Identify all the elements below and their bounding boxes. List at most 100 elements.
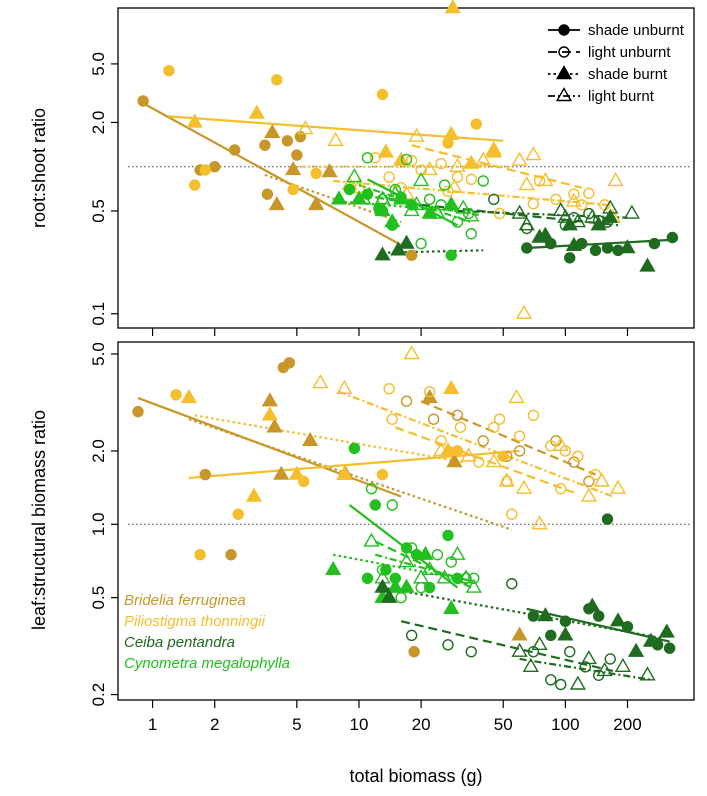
x-tick-label: 100 <box>551 715 579 734</box>
data-point-piliostigma-light-unburnt <box>555 482 567 495</box>
data-point-ceiba-shade-burnt <box>537 607 554 622</box>
data-point-ceiba-shade-burnt <box>374 578 391 593</box>
data-point-ceiba-shade-burnt <box>537 226 554 241</box>
data-point-piliostigma-light-burnt <box>312 374 329 389</box>
data-point-bridelia-shade-burnt <box>261 392 278 407</box>
data-point-cynometra-light-unburnt <box>431 549 444 561</box>
data-point-cynometra-light-burnt <box>412 172 430 187</box>
panel-bottom-y-tick-label: 2.0 <box>89 439 108 463</box>
data-point-bridelia-shade-burnt <box>446 453 463 468</box>
data-point-piliostigma-shade-burnt <box>288 465 305 480</box>
data-point-bridelia-shade-unburnt <box>281 135 294 147</box>
data-point-piliostigma-light-burnt <box>580 487 597 502</box>
data-point-cynometra-light-burnt <box>465 578 482 593</box>
data-point-piliostigma-light-unburnt <box>472 456 485 468</box>
data-point-ceiba-shade-burnt <box>390 241 407 256</box>
data-point-cynometra-shade-burnt <box>421 204 438 219</box>
data-point-piliostigma-light-unburnt <box>506 508 518 520</box>
data-point-piliostigma-light-unburnt <box>501 475 513 488</box>
data-point-cynometra-shade-burnt <box>330 190 348 205</box>
data-point-cynometra-light-burnt <box>374 190 391 205</box>
data-point-piliostigma-light-burnt <box>593 472 610 487</box>
data-point-piliostigma-light-unburnt <box>435 157 447 170</box>
data-point-ceiba-light-unburnt <box>527 645 540 658</box>
data-point-bridelia-shade-unburnt <box>137 95 149 107</box>
data-point-ceiba-shade-burnt <box>602 208 619 223</box>
fit-line-cynometra-light-burnt <box>358 184 472 224</box>
data-point-piliostigma-light-unburnt <box>405 154 418 167</box>
data-point-ceiba-shade-burnt <box>557 626 574 641</box>
data-point-piliostigma-shade-burnt <box>377 143 394 158</box>
data-point-ceiba-shade-unburnt <box>663 642 676 654</box>
panel-bottom-y-tick-label: 5.0 <box>89 342 108 366</box>
data-point-cynometra-light-unburnt <box>465 228 477 240</box>
data-point-cynometra-light-burnt <box>463 207 480 222</box>
data-point-piliostigma-light-burnt <box>475 151 492 166</box>
data-point-ceiba-light-burnt <box>614 657 632 673</box>
fit-line-piliostigma-shade-burnt <box>194 414 464 464</box>
data-point-piliostigma-light-unburnt <box>493 207 506 220</box>
data-point-ceiba-light-unburnt <box>604 653 616 665</box>
data-point-piliostigma-light-unburnt <box>383 383 395 395</box>
x-tick-label: 200 <box>613 715 641 734</box>
data-point-piliostigma-shade-unburnt <box>376 88 389 101</box>
data-point-bridelia-shade-unburnt <box>291 149 303 161</box>
panel-top-y-tick-label: 0.5 <box>89 199 108 223</box>
data-point-cynometra-light-burnt <box>387 578 404 593</box>
data-point-piliostigma-light-burnt <box>485 453 502 468</box>
data-point-piliostigma-shade-burnt <box>186 113 203 128</box>
data-point-cynometra-light-unburnt <box>405 542 418 554</box>
data-point-cynometra-light-burnt <box>408 195 425 211</box>
data-point-piliostigma-light-burnt <box>327 131 344 147</box>
legend-marker-shade-burnt <box>555 65 573 80</box>
data-point-cynometra-light-burnt <box>455 199 472 214</box>
data-point-ceiba-shade-unburnt <box>545 629 557 642</box>
data-point-piliostigma-shade-burnt <box>444 0 461 14</box>
data-point-piliostigma-light-unburnt <box>442 185 454 198</box>
data-point-piliostigma-light-burnt <box>531 515 548 530</box>
data-point-bridelia-shade-unburnt <box>225 549 237 561</box>
data-point-bridelia-shade-burnt <box>266 418 283 433</box>
data-point-cynometra-shade-burnt <box>398 578 415 593</box>
data-point-cynometra-shade-unburnt <box>442 529 454 542</box>
data-point-piliostigma-shade-burnt <box>180 389 198 404</box>
data-point-piliostigma-light-unburnt <box>423 386 436 398</box>
panel-bottom-y-label: leaf:structural biomass ratio <box>29 410 49 630</box>
data-point-piliostigma-shade-unburnt <box>170 389 182 401</box>
data-point-cynometra-light-unburnt <box>451 216 464 228</box>
fit-line-ceiba-light-unburnt <box>400 620 614 673</box>
data-point-bridelia-light-unburnt <box>513 445 526 457</box>
data-point-piliostigma-shade-unburnt <box>163 64 175 77</box>
data-point-bridelia-shade-burnt <box>321 163 338 178</box>
panel-bottom-y-tick-label: 0.5 <box>89 586 108 610</box>
data-point-ceiba-shade-unburnt <box>592 610 605 622</box>
data-point-ceiba-light-unburnt <box>545 674 557 686</box>
data-point-piliostigma-light-burnt <box>607 172 624 187</box>
data-point-piliostigma-light-burnt <box>552 436 569 451</box>
data-point-piliostigma-light-burnt <box>485 141 502 156</box>
data-point-bridelia-light-unburnt <box>568 456 580 468</box>
data-point-piliostigma-light-burnt <box>403 345 420 360</box>
data-point-cynometra-light-unburnt <box>376 564 389 576</box>
data-point-bridelia-shade-burnt <box>268 195 285 211</box>
data-point-cynometra-light-burnt <box>412 569 430 584</box>
fit-line-ceiba-light-burnt <box>519 657 652 681</box>
data-point-bridelia-shade-burnt <box>302 431 319 447</box>
data-point-ceiba-light-unburnt <box>465 645 477 658</box>
data-point-piliostigma-light-burnt <box>515 479 533 494</box>
data-point-ceiba-light-unburnt <box>559 219 572 231</box>
fit-line-piliostigma-light-burnt <box>338 390 614 498</box>
data-point-ceiba-shade-unburnt <box>601 513 614 525</box>
data-point-bridelia-shade-unburnt <box>283 357 296 369</box>
data-point-piliostigma-light-burnt <box>297 120 314 135</box>
data-point-cynometra-shade-unburnt <box>369 499 382 511</box>
data-point-ceiba-light-unburnt <box>488 193 500 206</box>
data-point-ceiba-shade-unburnt <box>527 610 540 622</box>
legend-label: light burnt <box>588 88 655 105</box>
species-legend-label: Piliostigma thonningii <box>124 613 266 630</box>
data-point-piliostigma-light-burnt <box>609 479 627 494</box>
data-point-bridelia-light-unburnt <box>451 409 464 422</box>
panel-top-y-label: root:shoot ratio <box>29 108 49 228</box>
panel-top-x-ticks <box>151 328 629 336</box>
legend-label: shade unburnt <box>588 22 685 39</box>
